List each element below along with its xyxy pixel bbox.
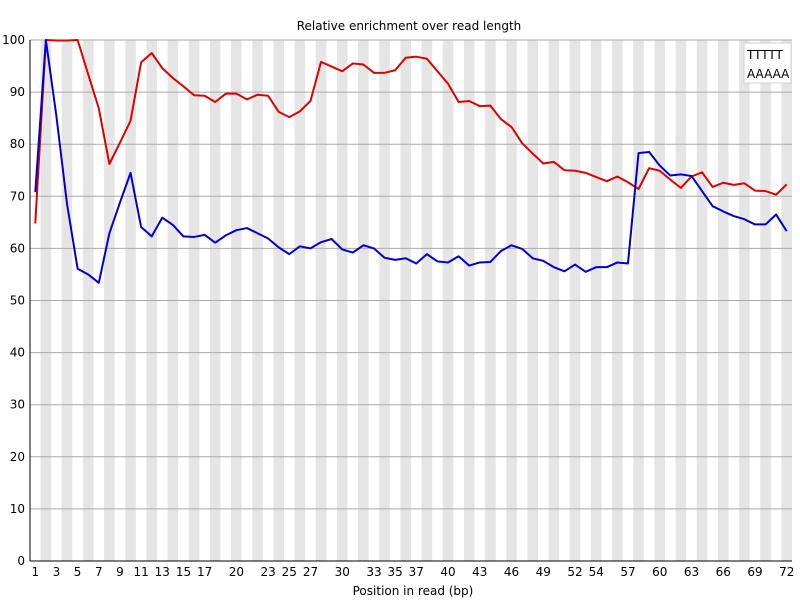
x-tick-label: 7: [95, 565, 103, 579]
x-tick-label: 60: [652, 565, 667, 579]
x-tick-label: 23: [260, 565, 275, 579]
x-tick-label: 17: [197, 565, 212, 579]
x-tick-label: 9: [116, 565, 124, 579]
x-tick-label: 35: [387, 565, 402, 579]
y-tick-labels: 0 10 20 30 40 50 60 70 80 90 100: [2, 33, 25, 568]
series-line-ttttt: [34, 39, 788, 224]
x-tick-label: 72: [779, 565, 794, 579]
axes: [29, 40, 792, 562]
x-tick-label: 30: [335, 565, 350, 579]
legend-entry-aaaaa: AAAAA: [747, 67, 790, 81]
x-tick-label: 1: [31, 565, 39, 579]
y-tick-label: 50: [10, 294, 25, 308]
x-tick-label: 27: [303, 565, 318, 579]
x-tick-label: 3: [53, 565, 61, 579]
y-tick-label: 90: [10, 85, 25, 99]
x-tick-label: 43: [472, 565, 487, 579]
x-tick-label: 52: [567, 565, 582, 579]
y-tick-label: 40: [10, 346, 25, 360]
series-lines: [34, 39, 788, 284]
y-tick-label: 0: [17, 554, 25, 568]
y-tick-label: 10: [10, 502, 25, 516]
y-tick-label: 100: [2, 33, 25, 47]
x-tick-label: 40: [440, 565, 455, 579]
x-tick-label: 66: [716, 565, 731, 579]
x-tick-label: 25: [282, 565, 297, 579]
y-tick-label: 20: [10, 450, 25, 464]
x-tick-label: 63: [684, 565, 699, 579]
x-tick-label: 33: [366, 565, 381, 579]
y-tick-label: 60: [10, 241, 25, 255]
x-tick-label: 54: [589, 565, 604, 579]
legend-entry-ttttt: TTTTT: [746, 48, 783, 62]
x-tick-label: 69: [747, 565, 762, 579]
legend: TTTTT AAAAA: [743, 42, 792, 84]
horizontal-gridlines: [30, 39, 792, 562]
legend-box: [743, 42, 792, 84]
x-tick-label: 46: [504, 565, 519, 579]
chart-title: Relative enrichment over read length: [297, 19, 522, 33]
y-tick-label: 30: [10, 398, 25, 412]
x-tick-label: 13: [155, 565, 170, 579]
x-tick-labels: 1 3 5 7 9 11 13 15 17 20 23 25 27 30 33 35 37 40 43 46 49 52 5…: [31, 565, 794, 579]
x-tick-label: 49: [536, 565, 551, 579]
y-tick-label: 70: [10, 189, 25, 203]
x-tick-label: 11: [133, 565, 148, 579]
x-tick-label: 37: [409, 565, 424, 579]
x-tick-label: 20: [229, 565, 244, 579]
x-axis-title: Position in read (bp): [353, 584, 474, 598]
y-tick-label: 80: [10, 137, 25, 151]
x-tick-label: 5: [74, 565, 82, 579]
x-tick-label: 15: [176, 565, 191, 579]
series-line-aaaaa: [34, 39, 788, 284]
x-tick-label: 57: [620, 565, 635, 579]
